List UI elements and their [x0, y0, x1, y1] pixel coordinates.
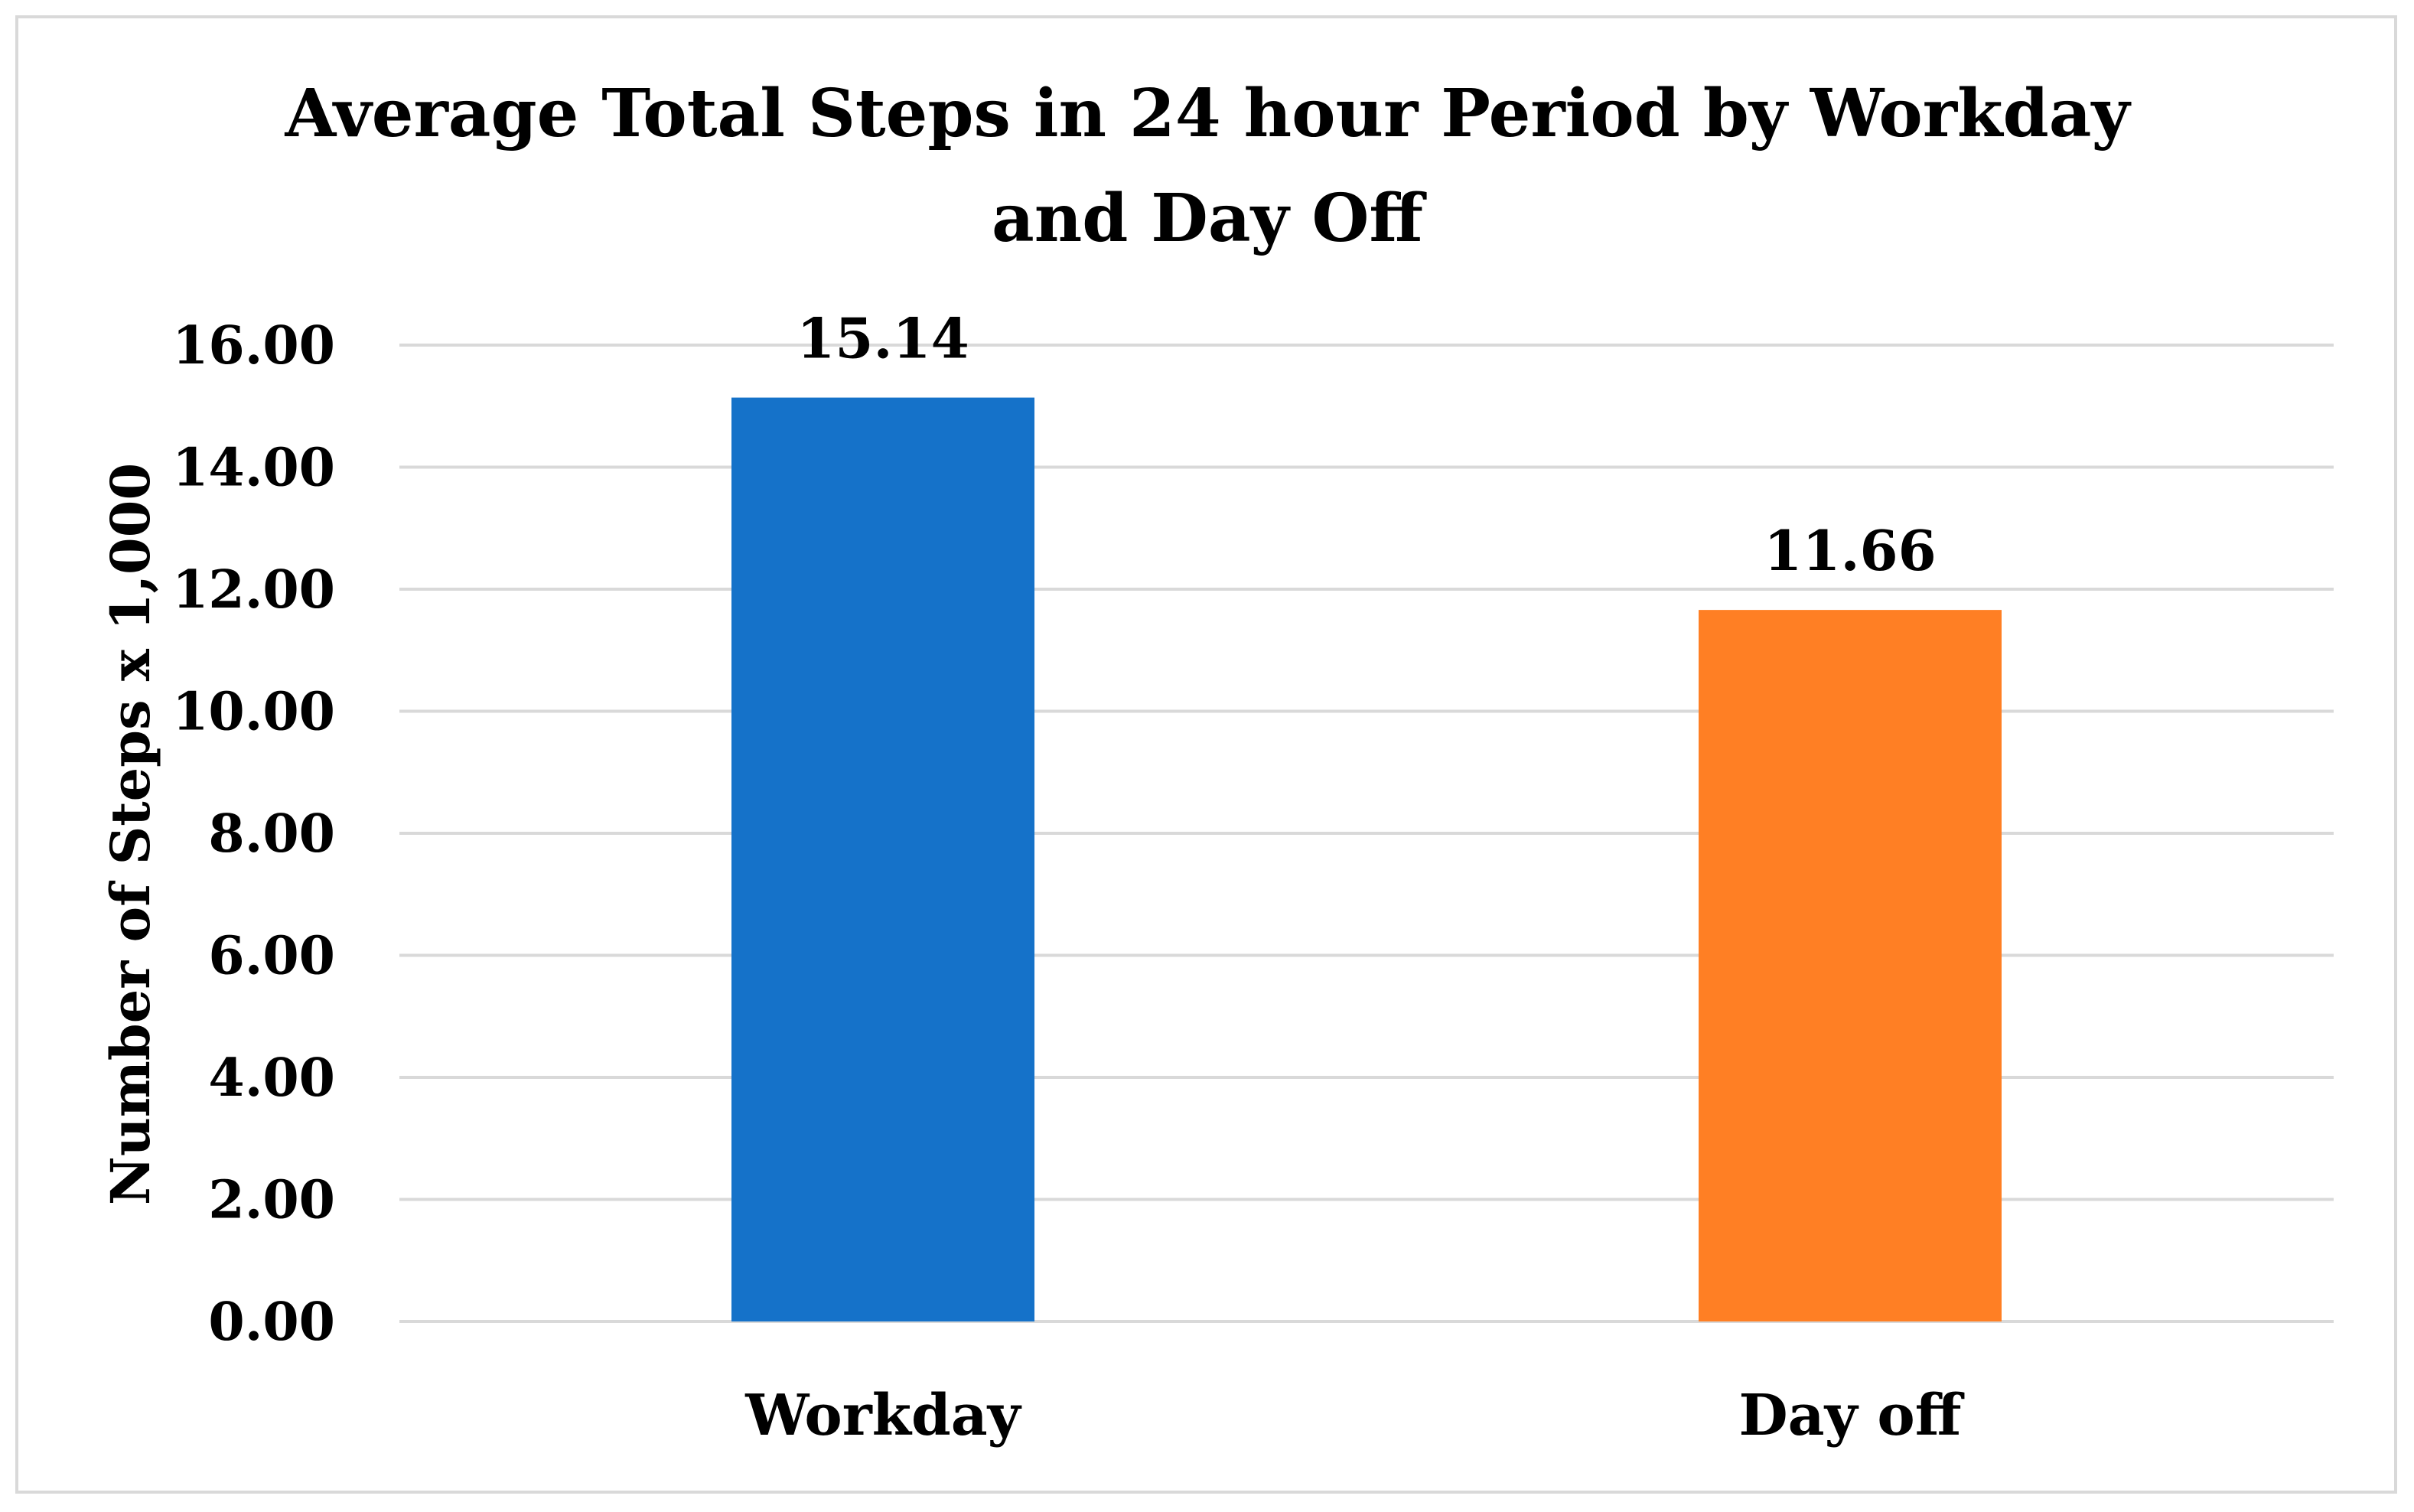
data-label: 15.14 — [797, 306, 969, 371]
y-tick-label: 0.00 — [208, 1292, 335, 1353]
data-labels: 15.14 11.66 — [797, 306, 1936, 584]
x-axis-categories: Workday Day off — [744, 1383, 1964, 1448]
bar-workday — [731, 397, 1034, 1322]
y-tick-label: 2.00 — [208, 1170, 335, 1231]
y-tick-label: 10.00 — [172, 682, 335, 743]
gridlines — [399, 344, 2334, 1323]
chart-title-line-2: and Day Off — [992, 180, 1427, 257]
bars — [731, 397, 2002, 1322]
y-tick-label: 8.00 — [208, 803, 335, 865]
y-tick-label: 14.00 — [172, 438, 335, 499]
chart-title-line-1: Average Total Steps in 24 hour Period by… — [285, 75, 2132, 152]
bar-day-off — [1699, 610, 2002, 1321]
data-label: 11.66 — [1764, 518, 1936, 583]
y-tick-label: 6.00 — [208, 926, 335, 987]
x-category-label: Day off — [1739, 1383, 1965, 1448]
y-tick-label: 12.00 — [172, 559, 335, 621]
y-tick-label: 4.00 — [208, 1048, 335, 1109]
y-axis-label: Number of Steps x 1,000 — [99, 463, 162, 1205]
y-tick-label: 16.00 — [172, 315, 335, 376]
y-axis-ticks: 0.00 2.00 4.00 6.00 8.00 10.00 12.00 14.00 16.00 — [172, 315, 335, 1353]
x-category-label: Workday — [744, 1383, 1021, 1448]
